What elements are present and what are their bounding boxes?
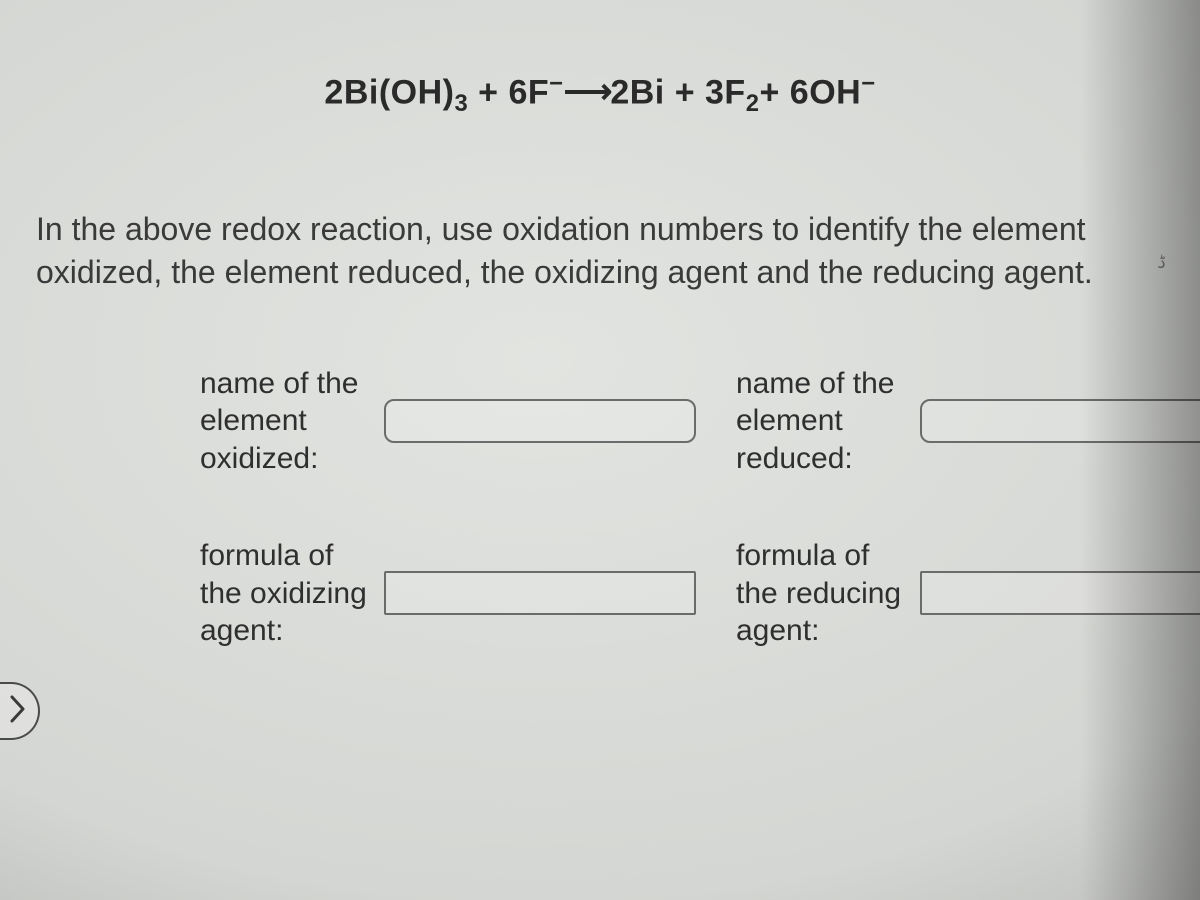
input-element-oxidized[interactable] — [384, 399, 696, 443]
label-element-reduced: name of the element reduced: — [736, 365, 906, 478]
eq-product3-charge: − — [861, 70, 875, 97]
eq-product2-coef: 3 — [705, 73, 724, 111]
input-element-reduced[interactable] — [920, 399, 1200, 443]
eq-product2: F — [724, 73, 745, 111]
eq-reactant2-coef: 6 — [508, 73, 527, 111]
eq-product3: OH — [809, 73, 861, 111]
eq-plus2: + — [665, 73, 705, 111]
eq-arrow: ⟶ — [564, 72, 611, 112]
field-oxidizing-agent: formula of the oxidizing agent: — [200, 537, 696, 650]
chemical-equation: 2Bi(OH)3 + 6F−⟶2Bi + 3F2+ 6OH− — [30, 70, 1170, 118]
label-element-oxidized: name of the element oxidized: — [200, 365, 370, 478]
eq-reactant2: F — [528, 73, 549, 111]
answer-form: name of the element oxidized: name of th… — [30, 365, 1170, 650]
eq-plus3: + — [759, 73, 789, 111]
chevron-right-icon — [8, 695, 28, 728]
label-oxidizing-agent: formula of the oxidizing agent: — [200, 537, 370, 650]
label-reducing-agent: formula of the reducing agent: — [736, 537, 906, 650]
field-element-reduced: name of the element reduced: — [736, 365, 1200, 478]
input-reducing-agent[interactable] — [920, 571, 1200, 615]
question-screen: 2Bi(OH)3 + 6F−⟶2Bi + 3F2+ 6OH− In the ab… — [0, 0, 1200, 900]
eq-reactant1: Bi(OH) — [344, 73, 455, 111]
eq-reactant1-coef: 2 — [324, 73, 343, 111]
eq-product1-coef: 2 — [610, 73, 629, 111]
input-oxidizing-agent[interactable] — [384, 571, 696, 615]
next-nav-button[interactable] — [0, 682, 40, 740]
eq-product1: Bi — [630, 73, 665, 111]
eq-product2-sub: 2 — [746, 90, 760, 117]
eq-product3-coef: 6 — [790, 73, 809, 111]
eq-reactant2-charge: − — [549, 70, 563, 97]
eq-reactant1-sub: 3 — [454, 90, 468, 117]
eq-plus1: + — [468, 73, 508, 111]
field-reducing-agent: formula of the reducing agent: — [736, 537, 1200, 650]
question-instructions: In the above redox reaction, use oxidati… — [30, 208, 1170, 294]
field-element-oxidized: name of the element oxidized: — [200, 365, 696, 478]
